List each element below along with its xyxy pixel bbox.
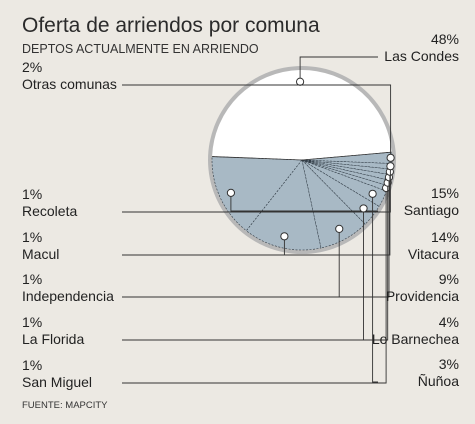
slice-marker-santiago: [226, 188, 236, 197]
slice-label-san-miguel: San Miguel: [22, 374, 92, 390]
slice-value-lo-barnechea: 4%: [439, 314, 459, 330]
slice-value-santiago: 15%: [431, 185, 459, 201]
slice-value-vitacura: 14%: [431, 229, 459, 245]
slice-marker-nunoa: [368, 189, 377, 198]
leader-lines: [122, 56, 395, 384]
slice-label-otras-comunas: Otras comunas: [22, 76, 117, 92]
slice-label-macul: Macul: [22, 246, 59, 262]
slice-value-macul: 1%: [22, 229, 42, 245]
pie-layer: [208, 66, 396, 254]
slice-value-independencia: 1%: [22, 271, 42, 287]
slice-value-san-miguel: 1%: [22, 357, 42, 373]
slice-divider-end: [212, 156, 303, 161]
slice-marker-vitacura: [280, 232, 289, 241]
slice-value-la-florida: 1%: [22, 314, 42, 330]
slice-divider-start: [301, 151, 392, 161]
slice-label-lo-barnechea: Lo Barnechea: [372, 331, 459, 347]
slice-marker-providencia: [335, 224, 344, 233]
slice-marker-las-condes: [295, 77, 305, 86]
chart-title: Oferta de arriendos por comuna: [22, 14, 320, 37]
slice-value-nunoa: 3%: [439, 356, 459, 372]
leader-line-independencia: [122, 177, 390, 298]
leader-line-san-miguel: [122, 188, 387, 384]
slice-label-recoleta: Recoleta: [22, 203, 77, 219]
slice-value-recoleta: 1%: [22, 186, 42, 202]
leader-line-nunoa: [372, 193, 378, 383]
chart-subtitle: DEPTOS ACTUALMENTE EN ARRIENDO: [22, 42, 259, 56]
leader-line-santiago: [230, 192, 378, 212]
slice-label-nunoa: Ñuñoa: [418, 373, 459, 389]
slice-label-las-condes: Las Condes: [384, 48, 459, 64]
leader-line-otras-comunas: [122, 84, 392, 158]
leader-line-recoleta: [122, 166, 391, 213]
slice-labels: 48%Las Condes 15%Santiago 14%Vitacura 9%Pro…: [22, 31, 459, 390]
slice-value-otras-comunas: 2%: [22, 59, 42, 75]
chart-source: FUENTE: MAPCITY: [22, 400, 108, 411]
slice-marker-otras-comunas: [386, 153, 395, 162]
slice-marker-lo-barnechea: [359, 204, 368, 213]
leader-line-la-florida: [122, 182, 389, 341]
slice-label-providencia: Providencia: [386, 288, 459, 304]
slice-label-santiago: Santiago: [404, 202, 459, 218]
slice-value-providencia: 9%: [439, 271, 459, 287]
slice-label-vitacura: Vitacura: [408, 246, 459, 262]
pie-slice-las-condes: [212, 70, 392, 160]
slice-value-las-condes: 48%: [431, 31, 459, 47]
slice-label-independencia: Independencia: [22, 288, 114, 304]
pie-slice-providencia: [301, 159, 366, 249]
leader-line-las-condes: [299, 56, 378, 82]
slice-marker-recoleta: [386, 162, 395, 171]
slice-label-la-florida: La Florida: [22, 331, 84, 347]
leader-line-macul: [122, 171, 391, 256]
pie-slice-vitacura: [245, 159, 322, 251]
